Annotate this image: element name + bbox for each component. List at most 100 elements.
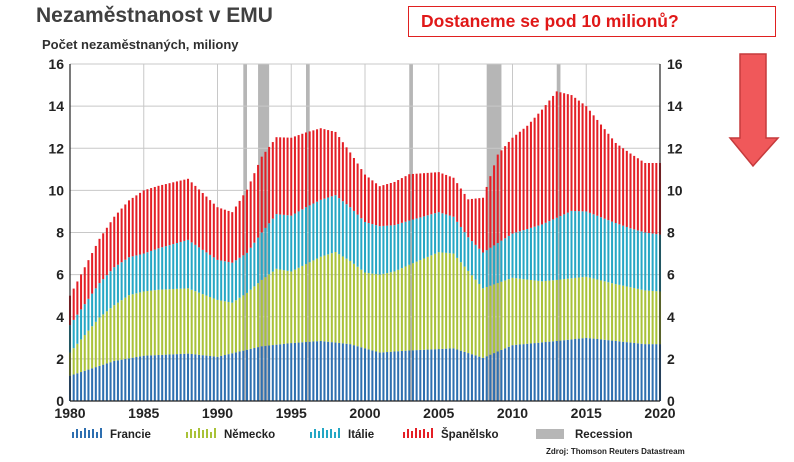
bar-segment-francie	[175, 354, 178, 401]
bar-segment-nemecko	[500, 281, 503, 350]
bar-segment-nemecko	[360, 269, 363, 348]
y-tick-label-left: 10	[48, 182, 64, 198]
bar-segment-spanelsko	[183, 179, 186, 241]
bar-segment-italie	[625, 226, 628, 287]
bar-segment-francie	[304, 342, 308, 401]
bar-segment-nemecko	[581, 277, 584, 339]
bar-segment-francie	[585, 337, 588, 401]
bar-segment-francie	[389, 351, 392, 401]
bar-segment-francie	[382, 352, 385, 401]
bar-segment-spanelsko	[507, 141, 510, 236]
bar-segment-spanelsko	[157, 185, 160, 249]
bar-segment-francie	[146, 355, 149, 401]
bar-segment-francie	[245, 349, 249, 401]
bar-segment-italie	[537, 225, 540, 281]
bar-segment-italie	[515, 232, 518, 279]
bar-segment-italie	[544, 222, 547, 281]
bar-segment-francie	[518, 344, 521, 401]
bar-segment-spanelsko	[135, 195, 138, 256]
bar-segment-italie	[323, 198, 326, 256]
bar-segment-nemecko	[146, 291, 149, 356]
bar-segment-spanelsko	[441, 173, 444, 214]
bar-segment-nemecko	[94, 321, 97, 368]
bar-segment-italie	[341, 201, 344, 257]
bar-segment-nemecko	[426, 256, 429, 350]
bar-segment-nemecko	[559, 279, 562, 341]
bar-segment-francie	[72, 374, 75, 401]
bar-segment-nemecko	[356, 266, 359, 347]
bar-segment-spanelsko	[327, 130, 330, 198]
bar-segment-francie	[397, 351, 400, 401]
bar-segment-nemecko	[245, 292, 249, 350]
bar-segment-francie	[537, 342, 540, 401]
bar-segment-francie	[633, 342, 636, 401]
bar-segment-francie	[489, 354, 492, 401]
bar-segment-italie	[456, 221, 459, 258]
source-note: Zdroj: Thomson Reuters Datastream	[546, 447, 685, 456]
bar-segment-italie	[338, 198, 341, 255]
bar-segment-nemecko	[555, 279, 558, 341]
bar-segment-francie	[113, 360, 116, 401]
bar-segment-italie	[268, 223, 271, 275]
bar-segment-spanelsko	[397, 180, 400, 224]
bar-segment-nemecko	[596, 279, 599, 339]
bar-segment-francie	[422, 349, 426, 401]
bar-segment-italie	[297, 211, 300, 268]
bar-segment-italie	[113, 267, 116, 306]
bar-segment-nemecko	[599, 280, 603, 340]
bar-segment-italie	[293, 213, 296, 270]
bar-segment-francie	[286, 343, 289, 401]
bar-segment-francie	[456, 349, 459, 401]
x-tick-label: 1985	[128, 405, 159, 421]
bar-segment-nemecko	[577, 277, 580, 339]
bar-segment-francie	[400, 350, 403, 401]
bar-segment-spanelsko	[360, 169, 363, 219]
bar-segment-francie	[618, 341, 621, 401]
bar-segment-italie	[142, 253, 145, 292]
bar-segment-italie	[448, 215, 451, 254]
bar-segment-spanelsko	[253, 173, 256, 243]
bar-segment-nemecko	[408, 264, 411, 351]
bar-segment-italie	[212, 257, 215, 299]
bar-segment-francie	[282, 343, 285, 401]
bar-segment-spanelsko	[168, 183, 171, 246]
bar-segment-francie	[316, 341, 319, 401]
bar-segment-nemecko	[415, 261, 418, 351]
bar-segment-italie	[647, 233, 650, 291]
bar-segment-spanelsko	[304, 132, 308, 208]
bar-segment-francie	[515, 344, 518, 401]
x-tick-label: 1995	[276, 405, 307, 421]
bar-segment-francie	[636, 343, 639, 401]
bar-segment-spanelsko	[209, 200, 212, 255]
bar-segment-nemecko	[139, 292, 142, 357]
bar-segment-nemecko	[437, 252, 440, 350]
bar-segment-nemecko	[603, 281, 606, 340]
bar-segment-francie	[434, 349, 437, 401]
bar-segment-nemecko	[341, 256, 344, 344]
bar-segment-spanelsko	[179, 180, 182, 242]
bar-segment-italie	[304, 207, 308, 265]
bar-segment-italie	[393, 225, 396, 272]
bar-segment-italie	[452, 216, 455, 254]
bar-segment-italie	[481, 252, 485, 289]
bar-segment-nemecko	[153, 290, 156, 356]
bar-segment-italie	[555, 217, 558, 280]
bar-segment-italie	[397, 223, 400, 270]
bar-segment-francie	[212, 356, 215, 401]
bar-segment-italie	[493, 245, 496, 285]
bar-segment-italie	[356, 214, 359, 267]
bar-segment-spanelsko	[496, 154, 499, 244]
bar-segment-italie	[467, 237, 470, 271]
bar-segment-francie	[194, 354, 197, 401]
bar-segment-spanelsko	[91, 253, 94, 294]
y-tick-label-left: 2	[56, 351, 64, 367]
bar-segment-nemecko	[220, 300, 223, 356]
bar-segment-nemecko	[212, 298, 215, 357]
bar-segment-nemecko	[113, 305, 116, 361]
bar-segment-spanelsko	[205, 196, 208, 253]
bar-segment-italie	[190, 242, 193, 290]
bar-segment-francie	[647, 344, 650, 401]
bar-segment-francie	[98, 365, 101, 401]
bar-segment-italie	[131, 256, 134, 295]
bar-segment-francie	[190, 354, 193, 401]
